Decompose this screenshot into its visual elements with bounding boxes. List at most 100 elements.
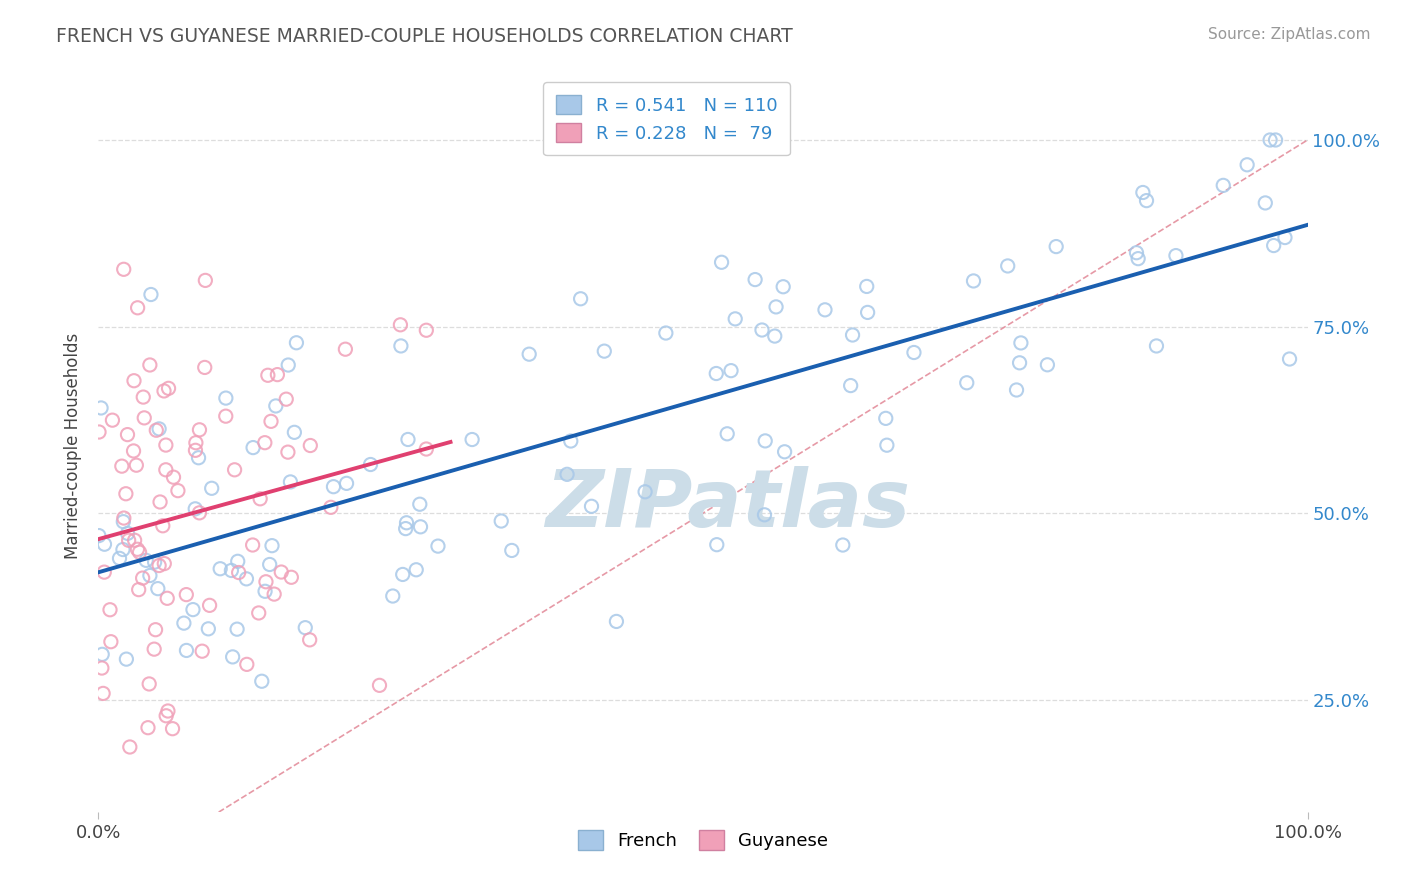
Point: [139, 287, 162, 301]
Point: [1263, 238, 1285, 252]
Point: [197, 622, 219, 636]
Point: [155, 463, 177, 477]
Point: [136, 721, 159, 735]
Point: [1274, 230, 1296, 244]
Point: [93, 565, 115, 579]
Point: [112, 515, 135, 529]
Point: [87, 528, 110, 542]
Point: [716, 426, 738, 441]
Point: [283, 425, 305, 440]
Point: [259, 558, 281, 572]
Point: [184, 501, 207, 516]
Point: [569, 292, 592, 306]
Point: [277, 445, 299, 459]
Point: [1258, 133, 1281, 147]
Point: [221, 649, 243, 664]
Point: [111, 459, 134, 474]
Point: [247, 606, 270, 620]
Point: [91, 648, 114, 662]
Point: [181, 602, 204, 616]
Point: [242, 441, 264, 455]
Point: [1254, 195, 1277, 210]
Point: [98, 603, 121, 617]
Point: [198, 599, 221, 613]
Point: [93, 537, 115, 551]
Point: [962, 274, 984, 288]
Point: [270, 565, 292, 579]
Point: [555, 467, 578, 482]
Point: [655, 326, 678, 340]
Point: [112, 262, 135, 277]
Point: [1135, 194, 1157, 208]
Point: [276, 392, 298, 407]
Point: [226, 622, 249, 636]
Point: [145, 623, 167, 637]
Point: [277, 358, 299, 372]
Point: [997, 259, 1019, 273]
Point: [754, 434, 776, 448]
Point: [710, 255, 733, 269]
Text: ZIPatlas: ZIPatlas: [544, 466, 910, 543]
Point: [856, 305, 879, 319]
Point: [176, 588, 198, 602]
Point: [145, 423, 167, 437]
Point: [409, 497, 432, 511]
Point: [235, 572, 257, 586]
Legend: French, Guyanese: French, Guyanese: [571, 823, 835, 857]
Point: [111, 542, 134, 557]
Point: [117, 533, 139, 548]
Point: [187, 450, 209, 465]
Point: [112, 511, 135, 525]
Point: [254, 584, 277, 599]
Point: [134, 410, 156, 425]
Point: [101, 413, 124, 427]
Point: [319, 500, 342, 515]
Point: [389, 318, 412, 332]
Point: [100, 634, 122, 648]
Point: [127, 542, 149, 557]
Point: [903, 345, 925, 359]
Point: [143, 642, 166, 657]
Point: [236, 657, 259, 672]
Point: [489, 514, 512, 528]
Point: [1008, 356, 1031, 370]
Point: [724, 311, 747, 326]
Point: [1212, 178, 1234, 193]
Point: [1132, 186, 1154, 200]
Point: [593, 344, 616, 359]
Point: [176, 643, 198, 657]
Point: [299, 438, 322, 452]
Point: [1005, 383, 1028, 397]
Point: [260, 414, 283, 428]
Point: [153, 557, 176, 571]
Point: [173, 616, 195, 631]
Point: [155, 708, 177, 723]
Point: [122, 444, 145, 458]
Point: [876, 438, 898, 452]
Point: [391, 567, 413, 582]
Point: [335, 342, 357, 356]
Point: [1264, 133, 1286, 147]
Point: [706, 538, 728, 552]
Point: [215, 391, 238, 405]
Text: Source: ZipAtlas.com: Source: ZipAtlas.com: [1208, 27, 1371, 42]
Point: [831, 538, 853, 552]
Point: [148, 558, 170, 573]
Point: [156, 591, 179, 606]
Point: [153, 384, 176, 398]
Point: [744, 272, 766, 286]
Point: [1146, 339, 1168, 353]
Point: [1236, 158, 1258, 172]
Point: [253, 435, 276, 450]
Point: [117, 526, 139, 541]
Point: [839, 378, 862, 392]
Point: [395, 516, 418, 530]
Point: [285, 335, 308, 350]
Point: [201, 481, 224, 495]
Point: [135, 553, 157, 567]
Point: [396, 433, 419, 447]
Point: [132, 390, 155, 404]
Point: [162, 470, 184, 484]
Point: [814, 302, 837, 317]
Point: [1164, 249, 1187, 263]
